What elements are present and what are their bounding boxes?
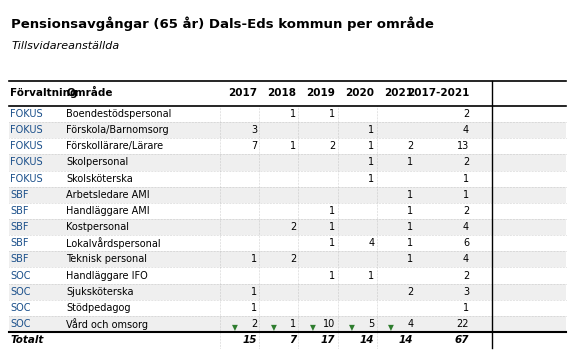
Text: SBF: SBF	[10, 222, 29, 232]
Text: 3: 3	[251, 125, 257, 135]
Text: Sjuksköterska: Sjuksköterska	[66, 287, 134, 297]
Text: 2017-2021: 2017-2021	[407, 88, 469, 98]
Text: ▼: ▼	[311, 323, 316, 332]
Text: Förvaltning: Förvaltning	[10, 88, 78, 98]
Text: SOC: SOC	[10, 287, 31, 297]
Text: 2: 2	[463, 271, 469, 280]
Text: 1: 1	[368, 271, 374, 280]
Text: ▼: ▼	[349, 323, 355, 332]
Text: 1: 1	[290, 141, 296, 151]
Text: 17: 17	[321, 335, 335, 345]
Text: 15: 15	[243, 335, 257, 345]
Text: 4: 4	[463, 255, 469, 264]
Text: 13: 13	[457, 141, 469, 151]
Text: FOKUS: FOKUS	[10, 141, 43, 151]
Text: 2020: 2020	[345, 88, 374, 98]
Text: Totalt: Totalt	[10, 335, 44, 345]
Text: 2: 2	[251, 319, 257, 329]
Text: Boendestödspersonal: Boendestödspersonal	[66, 109, 171, 119]
Text: 1: 1	[251, 255, 257, 264]
Text: 2019: 2019	[306, 88, 335, 98]
Text: 4: 4	[407, 319, 413, 329]
Text: Handläggare IFO: Handläggare IFO	[66, 271, 148, 280]
Text: FOKUS: FOKUS	[10, 158, 43, 167]
Text: 1: 1	[290, 109, 296, 119]
Text: 2: 2	[463, 158, 469, 167]
Text: Förskollärare/Lärare: Förskollärare/Lärare	[66, 141, 163, 151]
Text: 2: 2	[329, 141, 335, 151]
Text: 22: 22	[456, 319, 469, 329]
Text: 1: 1	[407, 238, 413, 248]
Text: 1: 1	[463, 174, 469, 183]
Text: 2: 2	[463, 206, 469, 216]
Text: FOKUS: FOKUS	[10, 109, 43, 119]
Text: Förskola/Barnomsorg: Förskola/Barnomsorg	[66, 125, 168, 135]
Text: 3: 3	[463, 287, 469, 297]
Text: Vård och omsorg: Vård och omsorg	[66, 318, 148, 330]
Text: 2017: 2017	[228, 88, 257, 98]
Text: SOC: SOC	[10, 271, 31, 280]
Text: Handläggare AMI: Handläggare AMI	[66, 206, 150, 216]
Text: 7: 7	[289, 335, 296, 345]
Text: 5: 5	[368, 319, 374, 329]
Text: SOC: SOC	[10, 319, 31, 329]
Text: 1: 1	[251, 303, 257, 313]
Text: 14: 14	[399, 335, 413, 345]
Text: SBF: SBF	[10, 206, 29, 216]
Text: 1: 1	[407, 190, 413, 200]
Text: SBF: SBF	[10, 255, 29, 264]
Text: 2: 2	[290, 222, 296, 232]
Text: 1: 1	[290, 319, 296, 329]
Text: Teknisk personal: Teknisk personal	[66, 255, 147, 264]
Text: SBF: SBF	[10, 190, 29, 200]
Text: Skolpersonal: Skolpersonal	[66, 158, 128, 167]
Text: Pensionsavgångar (65 år) Dals-Eds kommun per område: Pensionsavgångar (65 år) Dals-Eds kommun…	[11, 16, 434, 31]
Text: 1: 1	[368, 125, 374, 135]
Text: 1: 1	[329, 109, 335, 119]
Text: 1: 1	[463, 190, 469, 200]
Text: Område: Område	[66, 88, 113, 98]
Text: 1: 1	[329, 206, 335, 216]
Text: ▼: ▼	[232, 323, 238, 332]
Text: Stödpedagog: Stödpedagog	[66, 303, 130, 313]
Text: 1: 1	[329, 238, 335, 248]
Text: 2: 2	[407, 141, 413, 151]
Text: FOKUS: FOKUS	[10, 174, 43, 183]
Text: 2018: 2018	[267, 88, 296, 98]
Text: ▼: ▼	[389, 323, 394, 332]
Text: 7: 7	[251, 141, 257, 151]
Text: 1: 1	[407, 222, 413, 232]
Text: 2021: 2021	[384, 88, 413, 98]
Text: 67: 67	[455, 335, 469, 345]
Text: 1: 1	[329, 271, 335, 280]
Text: 1: 1	[251, 287, 257, 297]
Text: SOC: SOC	[10, 303, 31, 313]
Text: Lokalvårdspersonal: Lokalvårdspersonal	[66, 237, 160, 249]
Text: 10: 10	[323, 319, 335, 329]
Text: 4: 4	[463, 125, 469, 135]
Text: 1: 1	[368, 158, 374, 167]
Text: 1: 1	[463, 303, 469, 313]
Text: 1: 1	[407, 206, 413, 216]
Text: 1: 1	[368, 141, 374, 151]
Text: FOKUS: FOKUS	[10, 125, 43, 135]
Text: 1: 1	[368, 174, 374, 183]
Text: ▼: ▼	[271, 323, 277, 332]
Text: Skolsköterska: Skolsköterska	[66, 174, 133, 183]
Text: 2: 2	[407, 287, 413, 297]
Text: Tillsvidareanställda: Tillsvidareanställda	[11, 41, 119, 51]
Text: 1: 1	[407, 158, 413, 167]
Text: 6: 6	[463, 238, 469, 248]
Text: 2: 2	[290, 255, 296, 264]
Text: SBF: SBF	[10, 238, 29, 248]
Text: 1: 1	[329, 222, 335, 232]
Text: 14: 14	[360, 335, 374, 345]
Text: 1: 1	[407, 255, 413, 264]
Text: Kostpersonal: Kostpersonal	[66, 222, 129, 232]
Text: Arbetsledare AMI: Arbetsledare AMI	[66, 190, 150, 200]
Text: 4: 4	[368, 238, 374, 248]
Text: 4: 4	[463, 222, 469, 232]
Text: 2: 2	[463, 109, 469, 119]
